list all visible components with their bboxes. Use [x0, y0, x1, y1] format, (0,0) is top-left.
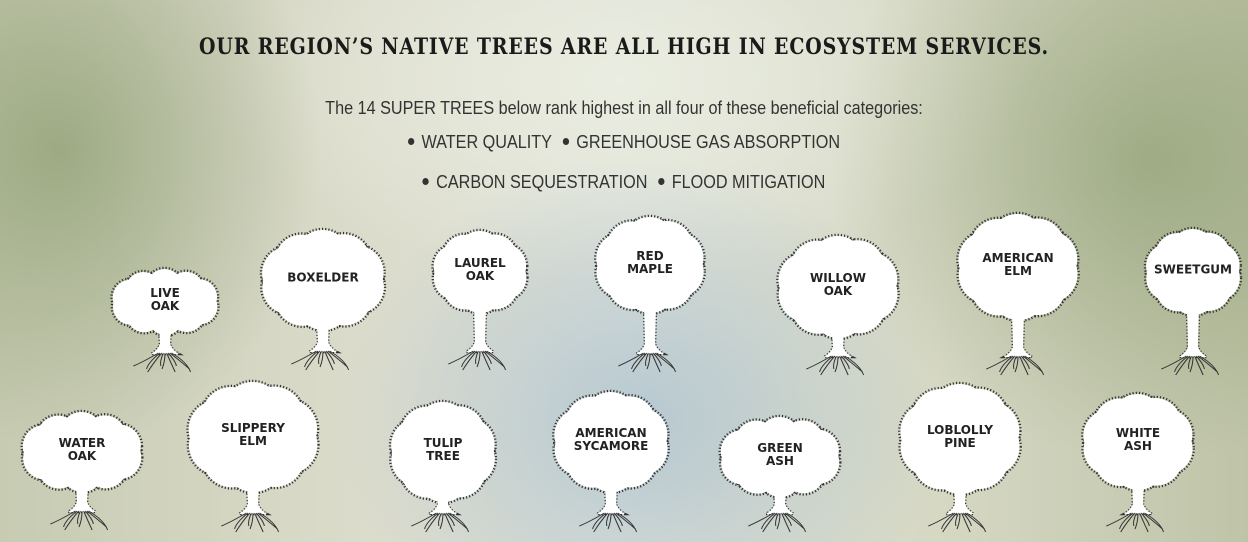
tree-label: WILLOW	[810, 271, 866, 285]
tree-label: RED	[636, 249, 663, 263]
tree-label: LIVE	[150, 286, 180, 300]
root	[221, 513, 246, 526]
tree: AMERICANSYCAMORE	[553, 391, 668, 532]
page: OUR REGION’S NATIVE TREES ARE ALL HIGH I…	[0, 0, 1248, 542]
tree-label: WATER	[59, 436, 106, 450]
tree-label: ASH	[766, 454, 794, 468]
tree: GREENASH	[720, 416, 840, 532]
tree-label: AMERICAN	[575, 426, 646, 440]
root	[291, 351, 316, 364]
tree-label: OAK	[466, 269, 495, 283]
tree-label: OAK	[151, 299, 180, 313]
root	[618, 353, 643, 366]
root	[248, 513, 251, 526]
tree-label: TULIP	[424, 436, 463, 450]
root	[645, 353, 648, 366]
root	[50, 511, 75, 524]
tree-label: OAK	[824, 284, 853, 298]
tree-label: SYCAMORE	[574, 439, 649, 453]
root	[1161, 356, 1186, 369]
tree-label: WHITE	[1116, 426, 1160, 440]
root	[748, 513, 773, 526]
root	[133, 353, 158, 366]
tree-label: ELM	[1004, 264, 1032, 278]
tree-label: MAPLE	[627, 262, 673, 276]
root	[928, 513, 953, 526]
tree-label: LAUREL	[454, 256, 506, 270]
root	[438, 513, 441, 526]
root	[318, 351, 321, 364]
tree-label: SLIPPERY	[221, 421, 285, 435]
root	[579, 513, 604, 526]
root	[1106, 513, 1131, 526]
root	[411, 513, 436, 526]
root	[606, 513, 609, 526]
tree: LAURELOAK	[433, 230, 528, 370]
tree-label: AMERICAN	[982, 251, 1053, 265]
root	[806, 356, 831, 369]
tree: SWEETGUM	[1145, 228, 1241, 375]
tree-label: BOXELDER	[287, 271, 358, 285]
trees: LIVEOAKBOXELDERLAURELOAKREDMAPLEWILLOWOA…	[0, 0, 1248, 542]
tree-label: GREEN	[757, 441, 803, 455]
root	[986, 356, 1011, 369]
tree-label: ELM	[239, 434, 267, 448]
root	[448, 351, 473, 364]
tree-label: ASH	[1124, 439, 1152, 453]
tree-label: PINE	[944, 436, 976, 450]
tree-label: OAK	[68, 449, 97, 463]
tree-label: LOBLOLLY	[927, 423, 993, 437]
tree: BOXELDER	[261, 229, 385, 370]
tree-label: TREE	[426, 449, 460, 463]
tree-label: SWEETGUM	[1154, 263, 1232, 277]
